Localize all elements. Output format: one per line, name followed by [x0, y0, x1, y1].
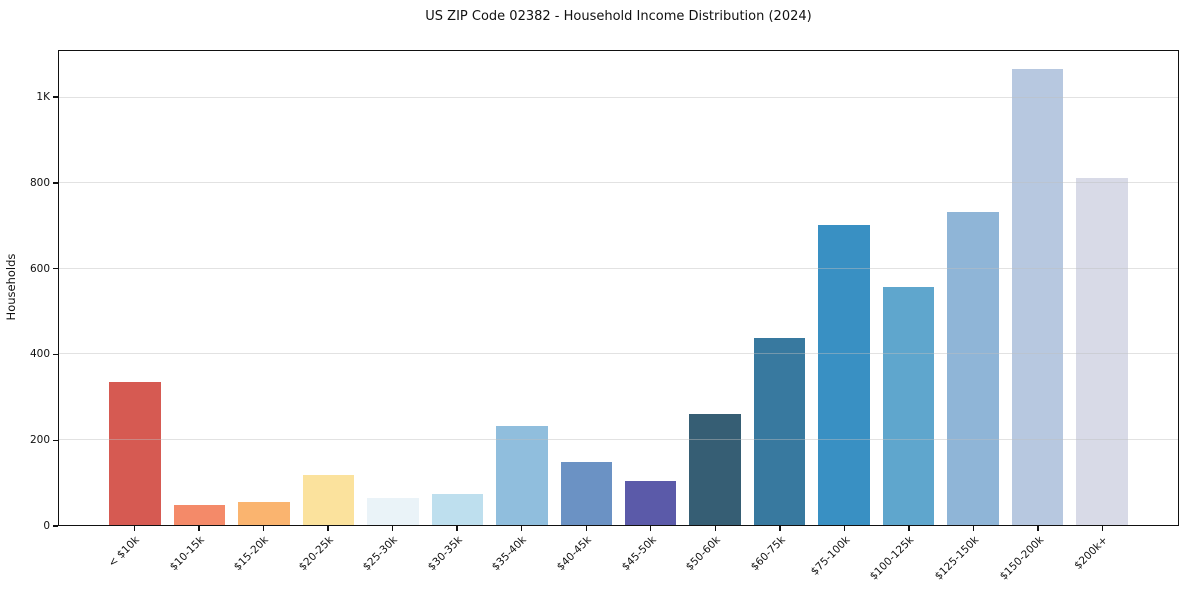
- bar-slot: [296, 51, 360, 525]
- bar-$125-150k: [947, 212, 999, 525]
- x-tick-mark: [391, 526, 394, 531]
- bar-slot: [876, 51, 940, 525]
- bar-$150-200k: [1011, 68, 1064, 525]
- bar-slot: [490, 51, 554, 525]
- x-tick-label-$200k+: $200k+: [1072, 534, 1111, 572]
- x-tick-label-$100-125k: $100-125k: [867, 534, 917, 583]
- bar-slot: [425, 51, 489, 525]
- x-tick-label-$45-50k: $45-50k: [619, 534, 659, 574]
- y-tick-mark: [53, 268, 58, 270]
- bar-slot: [361, 51, 425, 525]
- bar-$15-20k: [238, 501, 290, 525]
- x-tick-label-$35-40k: $35-40k: [490, 534, 530, 574]
- bar-$10-15k: [173, 504, 226, 525]
- bar-slot: [747, 51, 811, 525]
- x-tick-mark: [1037, 526, 1039, 531]
- y-tick-label-400: 400: [29, 348, 50, 361]
- bar-$20-25k: [302, 474, 355, 525]
- x-tick-mark: [972, 526, 975, 531]
- x-tick-label-$15-20k: $15-20k: [231, 534, 271, 574]
- bar-$75-100k: [818, 224, 870, 525]
- x-tick-mark: [779, 526, 781, 531]
- x-tick-mark: [327, 526, 329, 531]
- x-tick-label-$30-35k: $30-35k: [425, 534, 465, 574]
- x-tick-label-$60-75k: $60-75k: [748, 534, 788, 574]
- x-tick-mark: [133, 526, 135, 531]
- x-tick-mark: [843, 526, 846, 531]
- x-tick-mark: [650, 526, 652, 531]
- y-tick-mark: [53, 525, 58, 527]
- y-tick-mark: [53, 439, 58, 441]
- bar-slot: [941, 51, 1005, 525]
- y-tick-label-200: 200: [29, 434, 50, 447]
- bar-$200k+: [1076, 178, 1128, 525]
- bar-$60-75k: [753, 338, 806, 525]
- x-tick-label-$150-200k: $150-200k: [997, 534, 1046, 583]
- x-tick-mark: [456, 526, 458, 531]
- y-tick-mark: [53, 353, 58, 356]
- bar-$25-30k: [367, 497, 419, 525]
- bar-slot: [683, 51, 747, 525]
- x-tick-label-< $10k: < $10k: [106, 534, 142, 570]
- y-tick-label-1K: 1K: [36, 91, 50, 104]
- bar-$40-45k: [560, 462, 613, 525]
- chart-title: US ZIP Code 02382 - Household Income Dis…: [425, 9, 812, 24]
- bar-$50-60k: [689, 413, 741, 525]
- bar-slot: [1005, 51, 1069, 525]
- bar-slot: [619, 51, 683, 525]
- y-axis-label: Households: [4, 253, 18, 321]
- x-tick-mark: [585, 526, 587, 531]
- bar-$100-125k: [882, 286, 935, 525]
- y-tick-mark: [53, 182, 58, 184]
- bar-slot: [167, 51, 231, 525]
- y-tick-label-0: 0: [43, 520, 50, 532]
- bar-slot: [1070, 51, 1134, 525]
- bar-slot: [103, 51, 167, 525]
- y-tick-label-800: 800: [29, 176, 50, 189]
- y-tick-mark: [53, 96, 58, 98]
- bar-$35-40k: [496, 425, 548, 525]
- x-tick-mark: [520, 526, 523, 531]
- x-tick-mark: [198, 526, 200, 531]
- bars-layer: [103, 51, 1134, 525]
- x-tick-mark: [262, 526, 265, 531]
- bar-slot: [554, 51, 618, 525]
- bar-< $10k: [109, 382, 161, 525]
- bar-slot: [232, 51, 296, 525]
- x-tick-mark: [1102, 526, 1104, 531]
- x-tick-label-$75-100k: $75-100k: [808, 534, 852, 578]
- x-tick-label-$125-150k: $125-150k: [932, 534, 982, 583]
- y-tick-label-600: 600: [29, 262, 50, 275]
- x-tick-mark: [908, 526, 910, 531]
- bar-$45-50k: [624, 480, 677, 525]
- x-tick-label-$40-45k: $40-45k: [554, 534, 594, 574]
- x-tick-label-$20-25k: $20-25k: [296, 534, 336, 574]
- plot-area: [58, 50, 1179, 526]
- x-tick-mark: [714, 526, 717, 531]
- bar-$30-35k: [431, 494, 484, 525]
- x-tick-label-$10-15k: $10-15k: [167, 534, 207, 574]
- x-tick-label-$50-60k: $50-60k: [683, 534, 723, 574]
- bar-slot: [812, 51, 876, 525]
- x-tick-label-$25-30k: $25-30k: [360, 534, 401, 574]
